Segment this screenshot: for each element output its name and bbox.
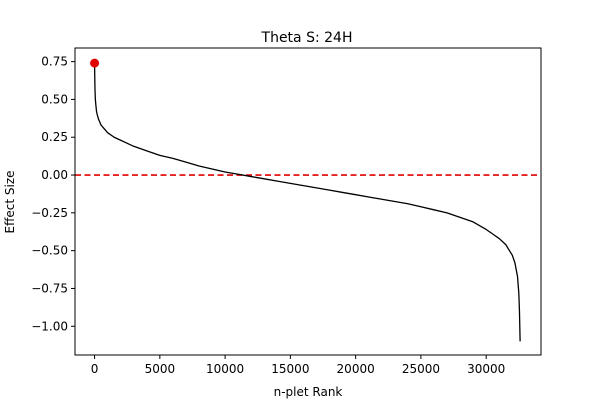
series-line-0: [93, 63, 521, 342]
y-tick-label: 0.25: [41, 130, 68, 144]
x-tick-label: 0: [91, 362, 99, 376]
x-tick-label: 15000: [271, 362, 309, 376]
y-axis-ticks: 0.75 0.50 0.25 0.00 −0.25 −0.50 −0.75 −1.00: [31, 55, 75, 333]
y-tick-label: 0.00: [41, 168, 68, 182]
x-tick-label: 25000: [402, 362, 440, 376]
highlight-point: [90, 58, 100, 68]
plot-area: [75, 58, 541, 342]
y-tick-label: −0.50: [31, 244, 68, 258]
x-axis-label: n-plet Rank: [274, 385, 343, 399]
y-tick-label: 0.75: [41, 55, 68, 69]
y-tick-label: 0.50: [41, 92, 68, 106]
y-tick-label: −0.25: [31, 206, 68, 220]
y-tick-label: −0.75: [31, 281, 68, 295]
x-tick-label: 5000: [145, 362, 176, 376]
x-tick-label: 20000: [337, 362, 375, 376]
chart-title: Theta S: 24H: [261, 30, 353, 46]
plot-frame: [74, 47, 542, 356]
y-tick-label: −1.00: [31, 319, 68, 333]
x-axis-ticks: 0 5000 10000 15000 20000 25000 30000: [91, 355, 505, 376]
x-tick-label: 30000: [467, 362, 505, 376]
x-tick-label: 10000: [206, 362, 244, 376]
y-axis-label: Effect Size: [3, 171, 17, 234]
